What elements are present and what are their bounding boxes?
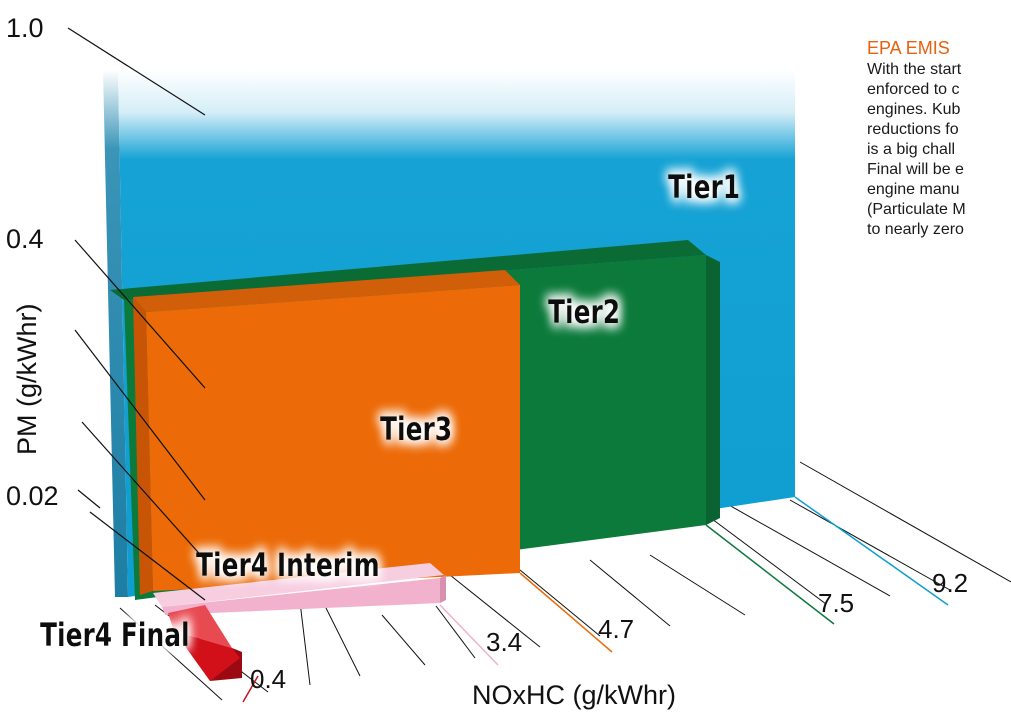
floor-grid-line bbox=[381, 614, 426, 666]
sidebar-text-line: reductions fo bbox=[867, 121, 959, 138]
floor-grid-line bbox=[799, 461, 1011, 583]
y-tick-leader bbox=[77, 489, 101, 509]
y-tick-leader bbox=[74, 239, 206, 389]
bar-tier3 bbox=[133, 270, 520, 595]
x-tick-line bbox=[705, 524, 835, 625]
floor-grid-line bbox=[649, 554, 746, 616]
y-tick-label: 1.0 bbox=[6, 13, 44, 43]
x-tick-label: 7.5 bbox=[818, 588, 854, 618]
sidebar-text-line: engines. Kub bbox=[867, 101, 961, 118]
bar-top bbox=[110, 240, 706, 300]
x-tick-label: 9.2 bbox=[932, 568, 968, 598]
bar-top bbox=[133, 270, 520, 312]
x-tick-label: 4.7 bbox=[598, 614, 634, 644]
tier-label: Tier4 Final bbox=[40, 616, 190, 654]
x-tick-line bbox=[519, 572, 613, 653]
floor-grid-line bbox=[699, 509, 827, 605]
floor-grid-line bbox=[449, 574, 541, 648]
tier-label: Tier4 Interim bbox=[196, 546, 380, 584]
bar-top bbox=[168, 605, 232, 648]
bar-side bbox=[440, 575, 446, 603]
x-tick-line bbox=[242, 675, 259, 703]
bar-front bbox=[162, 578, 440, 615]
floor-grid-line bbox=[719, 499, 891, 597]
x-tick-label: 3.4 bbox=[486, 627, 522, 657]
y-axis-leader bbox=[89, 511, 206, 601]
floor-grid-line bbox=[324, 605, 361, 677]
sidebar-text-line: (Particulate M bbox=[867, 201, 966, 218]
sidebar-text-line: Final will be e bbox=[867, 161, 964, 178]
y-axis-leader bbox=[74, 329, 206, 501]
x-tick-line bbox=[794, 496, 949, 606]
bar-side bbox=[133, 297, 153, 595]
sidebar-text: With the start enforced to c engines. Kub r… bbox=[867, 60, 966, 240]
floor-grid-line bbox=[589, 559, 671, 627]
x-tick-label: 0.4 bbox=[250, 664, 286, 694]
tier-label: Tier1 bbox=[668, 168, 740, 206]
bar-side bbox=[103, 70, 128, 597]
floor-grid-line bbox=[435, 605, 476, 659]
y-tick-leader bbox=[67, 27, 206, 116]
bar-side bbox=[706, 255, 720, 525]
tier-label: Tier2 bbox=[548, 293, 620, 331]
bar-front bbox=[146, 285, 520, 591]
floor-grid-line bbox=[789, 499, 951, 591]
bar-tier4-final bbox=[168, 605, 242, 681]
bar-top bbox=[153, 563, 444, 607]
floor-grid-line bbox=[299, 601, 311, 686]
sidebar-text-line: enforced to c bbox=[867, 81, 960, 98]
sidebar-text-line: engine manu bbox=[867, 181, 960, 198]
y-tick-label: 0.4 bbox=[6, 224, 44, 254]
sidebar-text-line: With the start bbox=[867, 61, 962, 78]
floor-grid-line bbox=[119, 607, 223, 701]
y-tick-label: 0.02 bbox=[6, 481, 59, 511]
tier-label: Tier3 bbox=[380, 410, 452, 448]
bar-front bbox=[174, 631, 240, 681]
sidebar-text-line: to nearly zero bbox=[867, 221, 964, 238]
sidebar-text-line: is a big chall bbox=[867, 141, 956, 158]
bar-tier4-interim bbox=[153, 563, 446, 615]
x-axis-title: NOxHC (g/kWhr) bbox=[472, 680, 676, 710]
sidebar-title: EPA EMIS bbox=[867, 38, 950, 58]
y-axis-title: PM (g/kWhr) bbox=[12, 304, 42, 456]
floor-grid-line bbox=[519, 569, 601, 637]
x-tick-line bbox=[439, 604, 499, 666]
y-axis-leader bbox=[81, 421, 206, 561]
